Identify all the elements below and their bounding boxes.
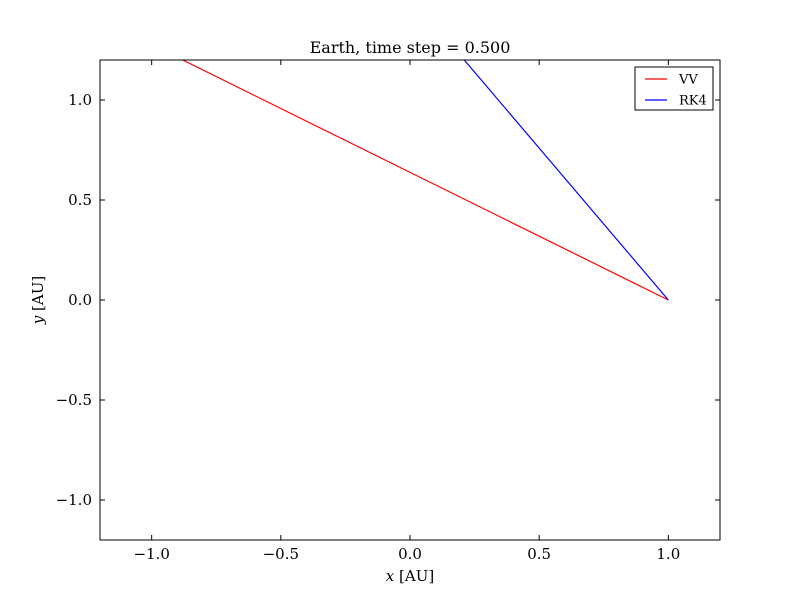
legend: VV RK4	[634, 66, 714, 111]
legend-entries: VV RK4	[645, 73, 707, 109]
x-tick-label: 0.0	[398, 545, 422, 563]
series-line-vv	[182, 60, 669, 301]
x-tick-label: −1.0	[133, 545, 169, 563]
y-axis-label: y [AU]	[29, 276, 47, 325]
y-tick-label: 1.0	[68, 91, 92, 109]
x-tick-label: 1.0	[656, 545, 680, 563]
plot-frame	[99, 59, 721, 541]
series-line-rk4	[463, 60, 669, 301]
x-tick-label: 0.5	[527, 545, 551, 563]
y-tick-label: 0.0	[68, 291, 92, 309]
legend-label-rk4: RK4	[679, 94, 707, 109]
y-tick-label: −0.5	[56, 391, 92, 409]
x-tick-label: −0.5	[263, 545, 299, 563]
legend-label-vv: VV	[678, 73, 698, 88]
chart-title: Earth, time step = 0.500	[310, 38, 511, 57]
ticks-layer: −1.0 −0.5 0.0 0.5 1.0 −1.0 −0.5 0.0 0.5 1.0	[56, 60, 720, 563]
y-tick-label: 0.5	[68, 191, 92, 209]
legend-box	[634, 66, 714, 111]
y-tick-label: −1.0	[56, 491, 92, 509]
series-layer	[182, 60, 669, 301]
x-axis-label: x [AU]	[386, 567, 434, 585]
